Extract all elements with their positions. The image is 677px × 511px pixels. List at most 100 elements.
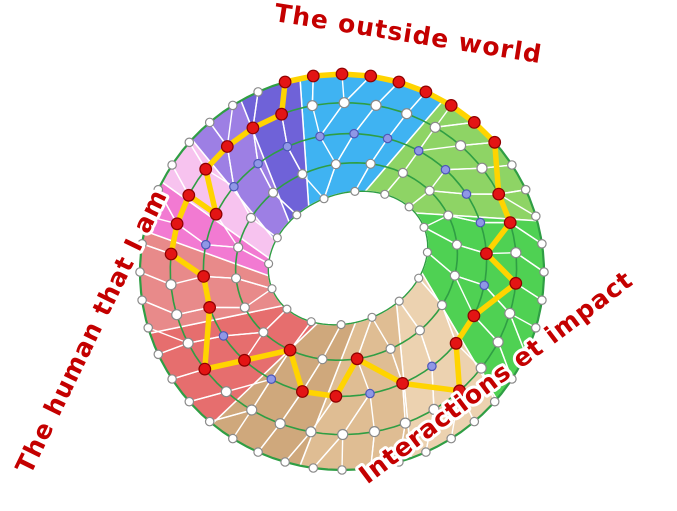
white-node [258, 327, 269, 338]
mesh-line [205, 244, 239, 249]
white-node [367, 312, 377, 322]
white-node [510, 247, 522, 259]
white-node [264, 259, 274, 269]
mesh-line [319, 135, 337, 165]
white-node [143, 211, 153, 221]
red-node [480, 247, 493, 261]
white-node [385, 343, 396, 354]
red-node [164, 247, 178, 261]
white-node [419, 222, 429, 232]
white-node [253, 87, 263, 97]
white-node [429, 121, 441, 133]
white-node [421, 447, 431, 457]
mesh-line [233, 186, 252, 219]
white-node [239, 302, 250, 313]
white-node [397, 167, 408, 178]
white-node [306, 317, 316, 327]
mesh-line [515, 252, 545, 273]
white-node [443, 210, 454, 221]
mesh-line [312, 433, 344, 469]
mesh-line [419, 329, 433, 367]
white-node [330, 159, 341, 170]
white-node [182, 337, 194, 349]
purple-node [479, 280, 489, 291]
white-node [446, 433, 456, 444]
mesh-line [286, 145, 304, 175]
red-node [392, 75, 406, 89]
white-node [537, 295, 547, 305]
white-node [428, 403, 440, 415]
white-node [282, 304, 292, 314]
white-node [268, 187, 279, 198]
red-node [419, 85, 433, 99]
purple-node [253, 158, 263, 169]
red-node [246, 121, 260, 135]
mesh-line [319, 102, 345, 138]
red-node [453, 384, 467, 398]
red-node [209, 207, 223, 221]
white-node [135, 267, 145, 277]
red-node [296, 385, 309, 398]
mesh-line [441, 304, 457, 344]
purple-node [229, 181, 239, 192]
mesh-line [209, 409, 253, 423]
white-node [306, 100, 318, 112]
label-outside-world: The outside world [272, 0, 544, 69]
mesh-line [244, 288, 273, 309]
white-node [297, 169, 308, 180]
purple-node [365, 388, 375, 399]
mesh-line [141, 299, 178, 316]
mesh-line [321, 323, 342, 360]
purple-node [349, 128, 359, 139]
purple-node [427, 361, 437, 372]
white-node [280, 457, 290, 467]
white-node [370, 99, 382, 112]
red-node [203, 301, 217, 314]
mesh-line [323, 163, 337, 200]
white-node [449, 270, 460, 281]
purple-node [266, 374, 277, 384]
red-node [220, 140, 234, 153]
mesh-line [226, 104, 234, 148]
red-node [306, 69, 320, 83]
mesh-line [509, 312, 527, 355]
mesh-line [498, 193, 537, 217]
white-node [153, 184, 164, 195]
white-node [204, 416, 215, 427]
red-node [509, 276, 523, 290]
mesh-line [398, 422, 407, 463]
white-node [539, 267, 549, 277]
white-node [272, 233, 282, 243]
white-node [305, 426, 317, 438]
white-node [368, 426, 381, 438]
mesh-line [371, 316, 392, 350]
white-node [414, 273, 424, 283]
mesh-line [335, 132, 355, 165]
white-node [414, 325, 425, 336]
mesh-line [342, 392, 371, 436]
mesh-line [279, 390, 304, 425]
mesh-line [237, 246, 270, 265]
mesh-line [428, 190, 468, 195]
mesh-line [454, 274, 485, 286]
mesh-line [450, 390, 461, 440]
purple-node [475, 217, 486, 228]
purple-node [315, 131, 325, 142]
mesh-line [497, 341, 513, 380]
node-layer [135, 67, 549, 475]
mesh-line [222, 331, 265, 337]
mesh-line [423, 226, 458, 246]
mesh-line [454, 274, 475, 317]
red-node [350, 352, 364, 366]
red-node [197, 270, 211, 283]
white-node [184, 137, 195, 148]
mesh-line [447, 214, 482, 224]
white-node [292, 210, 302, 220]
mesh-line [250, 378, 272, 411]
red-node [283, 343, 297, 357]
mesh-line [147, 327, 189, 344]
red-node [199, 162, 213, 176]
white-node [274, 418, 286, 430]
mesh-line [418, 144, 462, 152]
